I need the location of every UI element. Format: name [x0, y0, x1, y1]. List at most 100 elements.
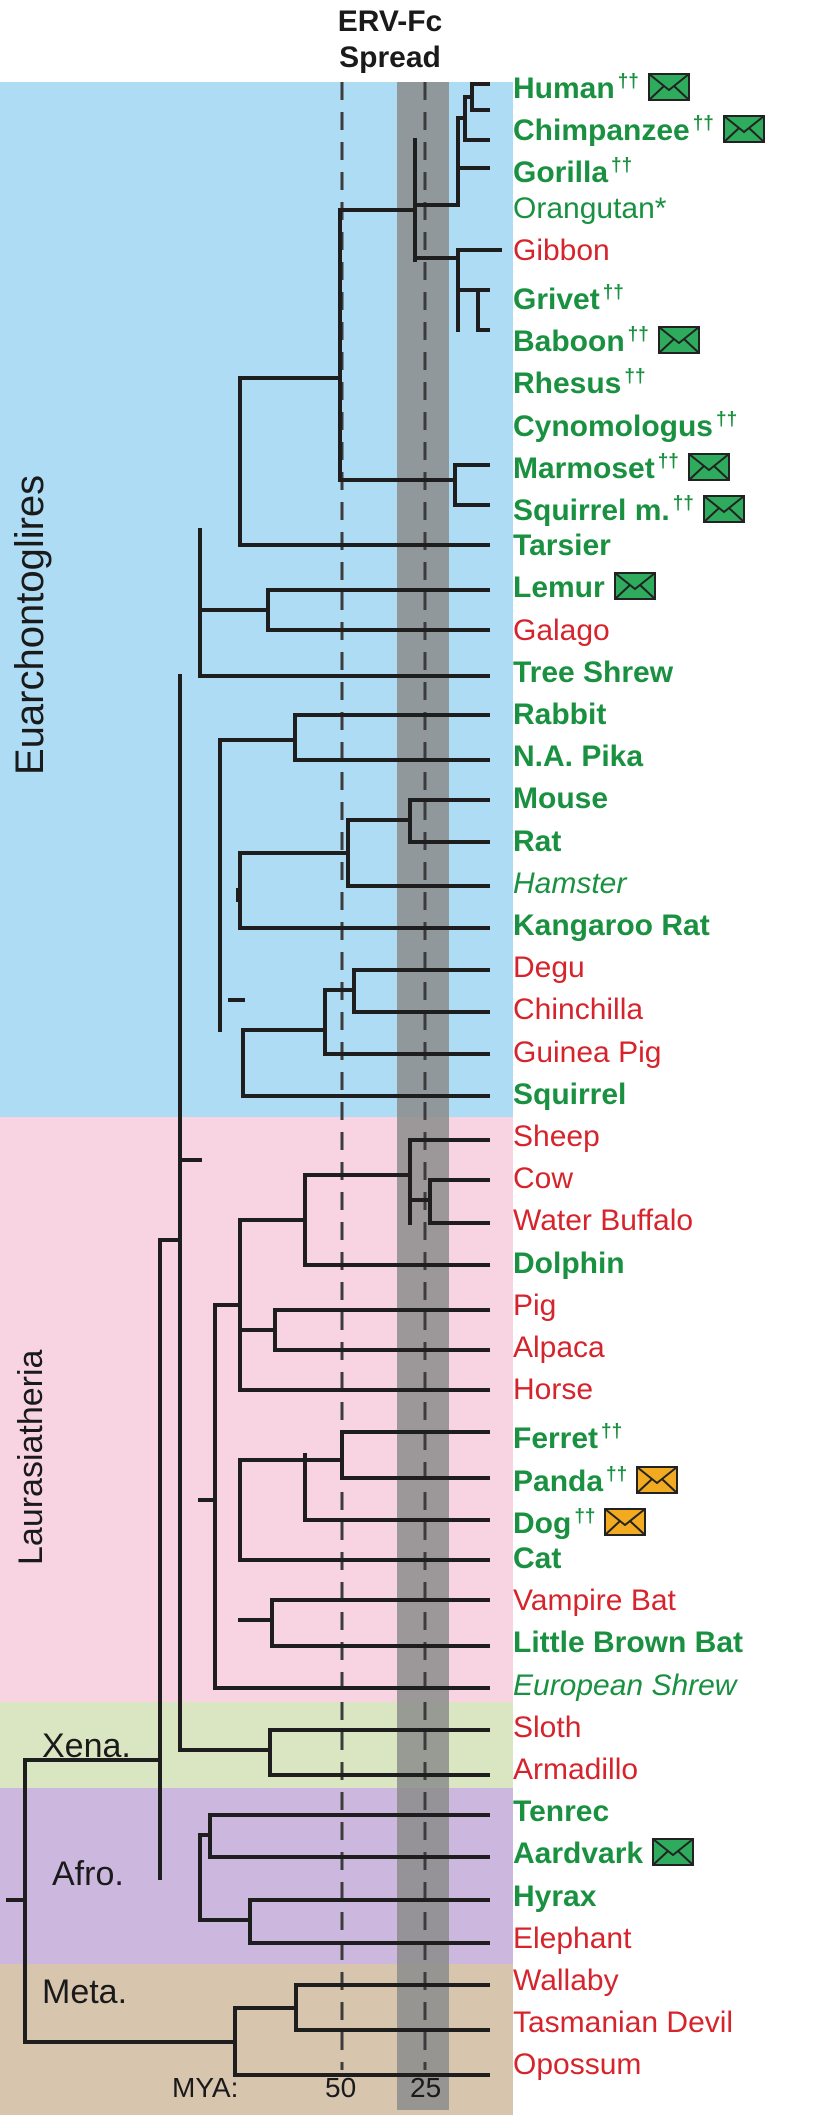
taxon-name: Dog — [513, 1506, 572, 1540]
dagger-mark: †† — [624, 366, 646, 388]
taxon-label: Gibbon — [513, 233, 610, 267]
taxon-label: Hyrax — [513, 1880, 596, 1913]
taxon-label: Cynomologus †† — [513, 404, 737, 443]
taxon-label: Cat — [513, 1543, 561, 1575]
taxon-name: Lemur — [513, 571, 605, 605]
taxon-name: Alpaca — [513, 1331, 605, 1364]
dagger-mark: †† — [611, 155, 633, 177]
taxon-name: Dolphin — [513, 1246, 625, 1280]
taxon-name: Mouse — [513, 782, 609, 816]
taxon-label: Opossum — [513, 2049, 641, 2081]
taxon-label: Tarsier — [513, 530, 611, 562]
envelope-green-icon — [657, 326, 700, 355]
taxon-label: Pig — [513, 1288, 557, 1322]
taxon-label: Human †† — [513, 66, 691, 105]
taxon-name: Tree Shrew — [513, 655, 674, 689]
dagger-mark: †† — [617, 71, 639, 92]
taxon-name: Baboon — [513, 325, 625, 359]
taxon-name: Galago — [513, 613, 610, 647]
taxon-label: Horse — [513, 1374, 593, 1406]
chart-title-line2: Spread — [339, 41, 441, 74]
envelope-green-icon — [722, 115, 765, 144]
taxon-name: Armadillo — [513, 1753, 639, 1786]
taxon-label: Chinchilla — [513, 994, 643, 1026]
taxon-name: Ferret — [513, 1422, 599, 1456]
taxon-name: Wallaby — [513, 1964, 619, 1997]
taxon-label: Little Brown Bat — [513, 1627, 743, 1659]
taxon-name: Panda — [513, 1464, 604, 1498]
taxon-label: Sloth — [513, 1710, 582, 1744]
taxon-name: Tasmanian Devil — [513, 2006, 734, 2040]
dagger-mark: †† — [692, 113, 714, 135]
taxon-name: Marmoset — [513, 451, 655, 485]
taxon-label: Lemur — [513, 572, 657, 604]
taxon-name: Squirrel — [513, 1077, 627, 1111]
taxon-label: Tasmanian Devil — [513, 2007, 733, 2039]
taxon-label: Tenrec — [513, 1796, 609, 1828]
taxon-label: Degu — [513, 952, 585, 984]
taxon-name: Squirrel m. — [513, 494, 670, 527]
dagger-mark: †† — [601, 1421, 623, 1443]
clade-label-afrotheria: Afro. — [52, 1855, 124, 1893]
taxon-label: Sheep — [513, 1121, 600, 1153]
taxon-name: Gibbon — [513, 233, 610, 267]
envelope-green-icon — [647, 73, 690, 102]
taxon-name: Water Buffalo — [513, 1204, 694, 1238]
dagger-mark: †† — [672, 493, 694, 514]
taxon-name: Orangutan* — [513, 191, 667, 225]
taxon-name: N.A. Pika — [513, 740, 644, 774]
clade-label-laurasiatheria: Laurasiatheria — [12, 1349, 50, 1565]
taxon-name: Sloth — [513, 1710, 582, 1744]
taxon-name: Gorilla — [513, 156, 609, 190]
taxon-name: Little Brown Bat — [513, 1626, 743, 1660]
taxon-label: Squirrel — [513, 1077, 627, 1111]
taxon-label: Mouse — [513, 783, 608, 815]
dagger-mark: †† — [627, 324, 649, 346]
taxon-name: Tarsier — [513, 529, 611, 563]
axis-title: MYA: — [172, 2072, 239, 2103]
taxon-name: Rhesus — [513, 367, 622, 401]
dagger-mark: †† — [574, 1505, 596, 1527]
taxon-label: European Shrew — [513, 1669, 736, 1702]
dagger-mark: †† — [602, 282, 624, 303]
taxon-label: Tree Shrew — [513, 655, 674, 689]
taxon-name: Cat — [513, 1542, 562, 1575]
taxon-label: Grivet †† — [513, 277, 624, 316]
taxon-label: Dog †† — [513, 1501, 647, 1540]
taxon-label: Squirrel m. †† — [513, 488, 746, 527]
taxon-label: N.A. Pika — [513, 741, 643, 773]
taxon-label: Marmoset †† — [513, 446, 731, 485]
clade-label-metatheria: Meta. — [42, 1973, 128, 2011]
clade-label-xenarthra: Xena. — [42, 1727, 131, 1765]
taxon-label: Wallaby — [513, 1965, 619, 1997]
taxon-label: Kangaroo Rat — [513, 910, 710, 942]
taxon-name: Horse — [513, 1373, 594, 1407]
taxon-label: Ferret †† — [513, 1416, 622, 1455]
taxon-name: Tenrec — [513, 1795, 610, 1829]
envelope-green-icon — [652, 1838, 695, 1867]
taxon-label: Panda †† — [513, 1459, 679, 1498]
tree-branches — [6, 82, 502, 2077]
taxon-name: Guinea Pig — [513, 1035, 662, 1069]
axis-tick-50: 50 — [325, 2072, 357, 2103]
dagger-mark: †† — [716, 408, 738, 430]
taxon-label: Rabbit — [513, 699, 606, 731]
taxon-name: Pig — [513, 1288, 557, 1322]
taxon-name: Rabbit — [513, 698, 607, 731]
taxon-name: Aardvark — [513, 1837, 644, 1871]
taxon-name: Kangaroo Rat — [513, 909, 710, 942]
taxon-name: Vampire Bat — [513, 1584, 676, 1618]
taxon-label: Dolphin — [513, 1246, 625, 1280]
taxon-name: Rat — [513, 824, 562, 858]
taxon-name: Cynomologus — [513, 409, 713, 443]
axis-tick-25: 25 — [410, 2072, 442, 2103]
taxon-name: Human — [513, 72, 615, 105]
taxon-label: Vampire Bat — [513, 1585, 676, 1617]
taxon-label: Armadillo — [513, 1754, 638, 1786]
taxon-label: Aardvark — [513, 1838, 695, 1870]
taxon-name: Grivet — [513, 283, 600, 316]
taxon-name: Degu — [513, 951, 585, 985]
taxon-name: Chinchilla — [513, 993, 644, 1027]
taxon-label: Rhesus †† — [513, 361, 646, 400]
taxon-label: Hamster — [513, 867, 626, 900]
